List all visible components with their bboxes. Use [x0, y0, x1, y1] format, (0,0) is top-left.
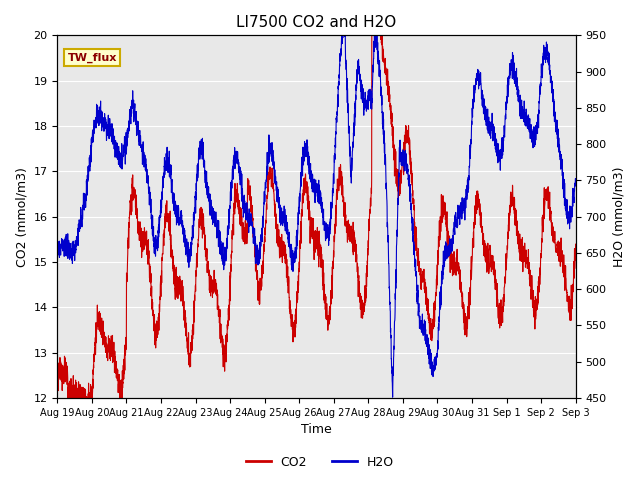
Y-axis label: H2O (mmol/m3): H2O (mmol/m3): [612, 167, 625, 267]
Text: TW_flux: TW_flux: [68, 53, 117, 63]
Y-axis label: CO2 (mmol/m3): CO2 (mmol/m3): [15, 167, 28, 266]
Legend: CO2, H2O: CO2, H2O: [241, 451, 399, 474]
Title: LI7500 CO2 and H2O: LI7500 CO2 and H2O: [236, 15, 397, 30]
X-axis label: Time: Time: [301, 423, 332, 436]
